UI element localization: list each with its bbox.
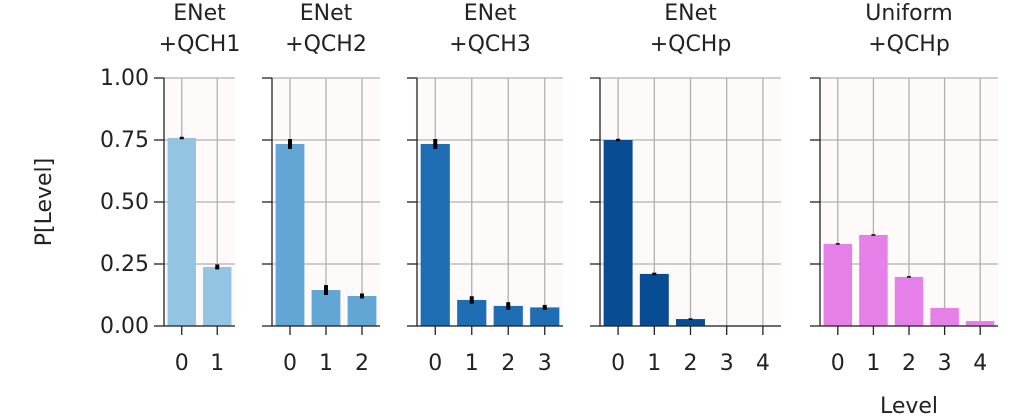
y-tick-label: 1.00 [100,66,149,91]
x-tick-label: 4 [756,351,770,376]
panel-title: +QCHp [868,32,950,57]
bar [457,299,487,326]
x-tick-label: 3 [720,351,734,376]
x-tick-label: 3 [538,351,552,376]
x-tick-label: 1 [319,351,333,376]
panel-title: +QCHp [650,32,732,57]
x-tick-label: 1 [647,351,661,376]
bar [676,319,705,326]
bar [530,307,560,326]
bar [894,276,924,326]
panel-title: +QCH3 [449,32,531,57]
x-axis-label: Level [880,394,938,419]
panel-title: Uniform [865,1,952,26]
x-tick-label: 0 [175,351,189,376]
panel-title: ENet [300,1,353,26]
bar [965,321,995,326]
bar [639,273,669,326]
panel-title: ENet [173,1,226,26]
y-tick-label: 0.00 [100,314,149,339]
y-axis-label: P[Level] [32,158,57,247]
x-tick-label: 0 [831,351,845,376]
bar [167,138,196,326]
panel-title: ENet [464,1,517,26]
panel-title: ENet [664,1,717,26]
x-tick-label: 4 [973,351,987,376]
bar [203,266,232,326]
y-tick-label: 0.75 [100,128,149,153]
x-tick-label: 2 [684,351,698,376]
y-tick-label: 0.50 [100,190,149,215]
x-tick-label: 2 [501,351,515,376]
x-tick-label: 1 [465,351,479,376]
bar [603,140,633,326]
bar [420,143,450,326]
bar [823,243,853,326]
bar [275,143,305,326]
x-tick-label: 0 [428,351,442,376]
bar [930,307,959,326]
bar [311,290,341,326]
bar [859,234,888,326]
bar [347,295,377,326]
x-tick-label: 2 [355,351,369,376]
x-tick-label: 2 [902,351,916,376]
x-tick-label: 0 [611,351,625,376]
panel-title: +QCH2 [285,32,367,57]
bar [493,305,523,326]
x-tick-label: 0 [283,351,297,376]
y-tick-label: 0.25 [100,252,149,277]
panel-title: +QCH1 [159,32,241,57]
x-tick-label: 1 [210,351,224,376]
x-tick-label: 3 [938,351,952,376]
x-tick-label: 1 [866,351,880,376]
